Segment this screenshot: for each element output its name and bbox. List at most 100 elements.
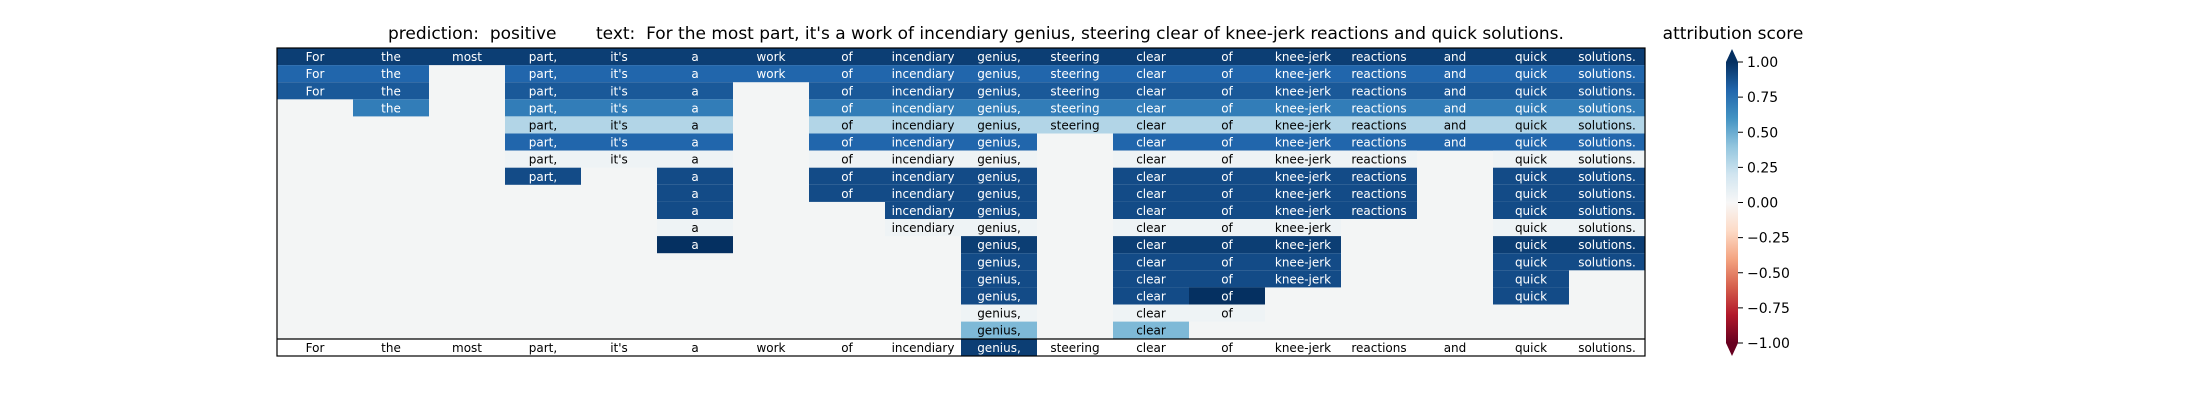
heatmap-token-cell: of xyxy=(809,65,885,83)
heatmap-cell xyxy=(1113,133,1189,151)
heatmap-token-cell: clear xyxy=(1113,116,1189,134)
heatmap-cell xyxy=(1569,133,1645,151)
token-label: quick xyxy=(1515,289,1547,303)
heatmap-token-cell: the xyxy=(353,48,429,66)
token-label: incendiary xyxy=(892,204,955,218)
heatmap-token-cell: it's xyxy=(581,116,657,134)
heatmap-cell xyxy=(1113,201,1189,219)
token-label: knee-jerk xyxy=(1275,136,1331,150)
heatmap-cell xyxy=(961,184,1037,202)
heatmap-token-cell: genius, xyxy=(961,304,1037,322)
token-label: solutions. xyxy=(1578,255,1636,269)
heatmap-token-cell: incendiary xyxy=(885,201,961,219)
heatmap-token-cell: knee-jerk xyxy=(1265,219,1341,237)
token-label: quick xyxy=(1515,153,1547,167)
heatmap-token-cell: most xyxy=(429,48,505,66)
heatmap-cell xyxy=(885,82,961,100)
bottom-token-label: steering xyxy=(1050,341,1099,355)
heatmap-token-cell: a xyxy=(657,184,733,202)
token-label: clear xyxy=(1136,136,1166,150)
heatmap-cell xyxy=(733,65,809,83)
heatmap-cell xyxy=(505,48,581,66)
token-label: incendiary xyxy=(892,84,955,98)
heatmap-token-cell: of xyxy=(809,99,885,117)
token-label: part, xyxy=(529,67,557,81)
heatmap-cell xyxy=(1341,150,1417,168)
heatmap-token-cell: a xyxy=(657,116,733,134)
heatmap-cell xyxy=(961,287,1037,305)
heatmap-token-cell: part, xyxy=(505,116,581,134)
bottom-token-label: it's xyxy=(610,341,628,355)
heatmap-token-cell: reactions xyxy=(1341,184,1417,202)
token-label: solutions. xyxy=(1578,204,1636,218)
token-label: clear xyxy=(1136,238,1166,252)
heatmap-token-cell: solutions. xyxy=(1569,236,1645,254)
heatmap-cell xyxy=(1265,167,1341,185)
heatmap-cell xyxy=(1417,65,1493,83)
heatmap-cell xyxy=(961,253,1037,271)
bottom-token-label: and xyxy=(1444,341,1467,355)
heatmap-token-cell: of xyxy=(1189,82,1265,100)
token-label: solutions. xyxy=(1578,170,1636,184)
heatmap-token-cell: reactions xyxy=(1341,133,1417,151)
colorbar-tick-label: −1.00 xyxy=(1747,336,1790,352)
token-label: genius, xyxy=(977,67,1021,81)
heatmap-cell xyxy=(1113,287,1189,305)
token-label: reactions xyxy=(1351,170,1406,184)
bottom-token-cell xyxy=(733,339,809,356)
token-label: solutions. xyxy=(1578,153,1636,167)
heatmap-token-cell: clear xyxy=(1113,150,1189,168)
heatmap-token-cell: genius, xyxy=(961,253,1037,271)
prediction-title: prediction: positive xyxy=(388,24,557,44)
heatmap-token-cell: part, xyxy=(505,99,581,117)
heatmap-cell xyxy=(1265,99,1341,117)
bottom-token: and xyxy=(1417,339,1493,356)
heatmap-cell xyxy=(1265,65,1341,83)
heatmap-cell xyxy=(1493,201,1569,219)
text-title: text: For the most part, it's a work of … xyxy=(596,24,1564,44)
heatmap-cell xyxy=(1265,270,1341,288)
heatmap-cell xyxy=(1569,236,1645,254)
token-label: part, xyxy=(529,84,557,98)
bottom-token-label: part, xyxy=(529,341,557,355)
heatmap-cell xyxy=(1341,65,1417,83)
token-label: most xyxy=(452,50,482,64)
heatmap-cell xyxy=(809,184,885,202)
heatmap-cell xyxy=(505,167,581,185)
heatmap-cell xyxy=(505,116,581,134)
heatmap-cell xyxy=(1189,201,1265,219)
token-label: quick xyxy=(1515,204,1547,218)
heatmap-cell xyxy=(1569,99,1645,117)
heatmap-cell xyxy=(1113,150,1189,168)
heatmap-cell xyxy=(1417,48,1493,66)
heatmap-token-cell: knee-jerk xyxy=(1265,253,1341,271)
heatmap-cell xyxy=(1493,236,1569,254)
heatmap-cell xyxy=(1113,304,1189,322)
heatmap-token-cell: genius, xyxy=(961,167,1037,185)
heatmap-cell xyxy=(277,82,353,100)
heatmap-token-cell: a xyxy=(657,219,733,237)
heatmap-cell xyxy=(1493,99,1569,117)
heatmap-cell xyxy=(961,65,1037,83)
heatmap-token-cell: incendiary xyxy=(885,65,961,83)
token-label: knee-jerk xyxy=(1275,204,1331,218)
token-label: steering xyxy=(1050,67,1099,81)
token-label: it's xyxy=(610,84,628,98)
heatmap-token-cell: clear xyxy=(1113,133,1189,151)
bottom-token-cell xyxy=(1417,339,1493,356)
token-label: genius, xyxy=(977,153,1021,167)
heatmap-cell xyxy=(1113,82,1189,100)
token-label: reactions xyxy=(1351,153,1406,167)
heatmap-token-cell: incendiary xyxy=(885,133,961,151)
colorbar-tick-label: −0.50 xyxy=(1747,266,1790,282)
token-label: quick xyxy=(1515,221,1547,235)
bottom-token-label: incendiary xyxy=(892,341,955,355)
token-label: reactions xyxy=(1351,50,1406,64)
token-label: a xyxy=(691,67,698,81)
token-label: of xyxy=(1221,238,1233,252)
token-label: a xyxy=(691,204,698,218)
token-label: of xyxy=(1221,67,1233,81)
heatmap-cell xyxy=(1493,133,1569,151)
token-label: of xyxy=(1221,272,1233,286)
token-label: part, xyxy=(529,170,557,184)
